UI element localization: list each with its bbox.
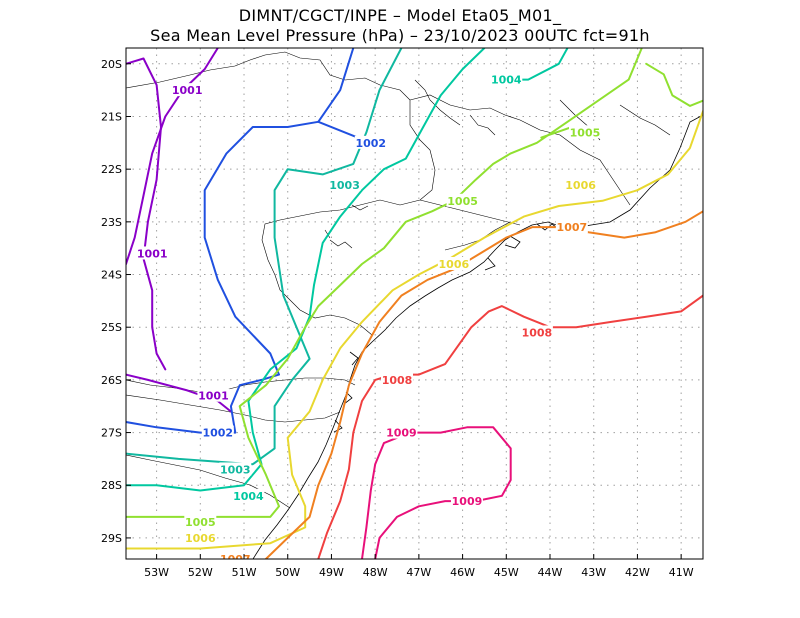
- y-tick-label: 25S: [101, 321, 122, 334]
- isobar-label-1006: 1006: [439, 258, 470, 271]
- isobar-1004: [126, 48, 486, 492]
- isobar-label-1007: 1007: [220, 553, 251, 566]
- x-tick-label: 41W: [669, 566, 694, 579]
- x-tick-label: 50W: [275, 566, 300, 579]
- isobar-1002: [317, 120, 359, 139]
- isobar-label-bg: [201, 425, 234, 439]
- title-line-2: Sea Mean Level Pressure (hPa) – 23/10/20…: [150, 26, 650, 45]
- isobar-label-1006: 1006: [185, 532, 216, 545]
- y-tick-label: 23S: [101, 216, 122, 229]
- x-tick-label: 44W: [538, 566, 563, 579]
- y-tick-label: 26S: [101, 374, 122, 387]
- isobar-label-bg: [555, 220, 588, 234]
- isobar-1005: [540, 126, 573, 139]
- isobar-1008: [317, 294, 703, 559]
- isobar-1003: [126, 48, 403, 466]
- isobar-label-bg: [564, 177, 597, 191]
- isobar-label-bg: [446, 193, 479, 207]
- isobar-label-bg: [385, 425, 418, 439]
- y-tick-label: 29S: [101, 532, 122, 545]
- isobar-label-bg: [490, 72, 523, 86]
- isobar-label-1002: 1002: [202, 427, 233, 440]
- isobar-label-bg: [184, 530, 217, 544]
- isobar-1001: [126, 57, 167, 371]
- map-frame: [125, 47, 704, 560]
- isobar-label-1004: 1004: [233, 490, 264, 503]
- isobar-label-1006: 1006: [565, 179, 596, 192]
- isobar-1001: [126, 48, 219, 265]
- isobar-label-bg: [568, 125, 601, 139]
- longitude-axis: 53W 52W 51W 50W 49W 48W 47W 46W 45W 44W 43W 42W 41W: [144, 554, 694, 579]
- isobar-1001: [126, 373, 232, 413]
- isobar-label-1005: 1005: [447, 195, 478, 208]
- y-tick-label: 22S: [101, 163, 122, 176]
- isobar-label-1008: 1008: [382, 374, 413, 387]
- x-tick-label: 45W: [494, 566, 519, 579]
- map-background: [126, 48, 703, 559]
- isobar-label-bg: [520, 325, 553, 339]
- isobar-label-bg: [450, 494, 483, 508]
- isobar-label-bg: [381, 372, 414, 386]
- y-tick-label: 20S: [101, 58, 122, 71]
- isobar-label-bg: [437, 256, 470, 270]
- isobar-label-1009: 1009: [386, 427, 417, 440]
- isobar-label-1009: 1009: [452, 495, 483, 508]
- isobar-label-1005: 1005: [570, 126, 601, 139]
- x-tick-label: 52W: [188, 566, 213, 579]
- isobar-label-1003: 1003: [329, 179, 360, 192]
- isobar-label-1001: 1001: [137, 247, 168, 260]
- x-tick-label: 46W: [450, 566, 475, 579]
- x-tick-label: 43W: [581, 566, 606, 579]
- isobar-label-1008: 1008: [522, 326, 553, 339]
- isobar-label-bg: [171, 83, 204, 97]
- isobar-1009: [361, 426, 512, 559]
- coastline: [252, 114, 703, 559]
- isobar-label-bg: [184, 515, 217, 529]
- isobar-label-bg: [219, 462, 252, 476]
- isobar-label-1004: 1004: [491, 74, 522, 87]
- isobar-label-1003: 1003: [220, 463, 251, 476]
- isobar-label-bg: [232, 488, 265, 502]
- isobar-label-1002: 1002: [355, 137, 386, 150]
- isobar-1006: [126, 110, 703, 550]
- title-line-1: DIMNT/CGCT/INPE – Model Eta05_M01_: [238, 6, 562, 25]
- y-tick-label: 28S: [101, 479, 122, 492]
- isobar-1007: [264, 210, 703, 559]
- isobar-label-bg: [197, 388, 230, 402]
- isobar-label-1005: 1005: [185, 516, 216, 529]
- x-tick-label: 47W: [406, 566, 431, 579]
- x-tick-label: 51W: [232, 566, 257, 579]
- isobar-label-1007: 1007: [557, 221, 588, 234]
- y-tick-label: 21S: [101, 110, 122, 123]
- isobar-label-bg: [219, 552, 252, 559]
- isobar-label-1001: 1001: [198, 390, 229, 403]
- isobar-label-bg: [328, 177, 361, 191]
- isobar-label-bg: [354, 135, 387, 149]
- isobar-1005: [645, 62, 703, 107]
- y-tick-label: 24S: [101, 269, 122, 282]
- x-tick-label: 49W: [319, 566, 344, 579]
- isobar-1002: [126, 48, 355, 434]
- coastline-detail: [333, 223, 569, 433]
- isobar-1005: [126, 48, 643, 518]
- y-tick-label: 27S: [101, 427, 122, 440]
- isobars: [126, 48, 703, 559]
- x-tick-label: 48W: [363, 566, 388, 579]
- x-tick-label: 42W: [625, 566, 650, 579]
- isobar-label-bg: [136, 246, 169, 260]
- isobar-label-1001: 1001: [172, 84, 203, 97]
- isobar-labels: 1001 1001 1001 1002 1002 1003 1003 1004 1004 1005…: [136, 72, 601, 566]
- latitude-axis: 20S 21S 22S 23S 24S 25S 26S 27S 28S 29S: [101, 58, 131, 545]
- x-tick-label: 53W: [144, 566, 169, 579]
